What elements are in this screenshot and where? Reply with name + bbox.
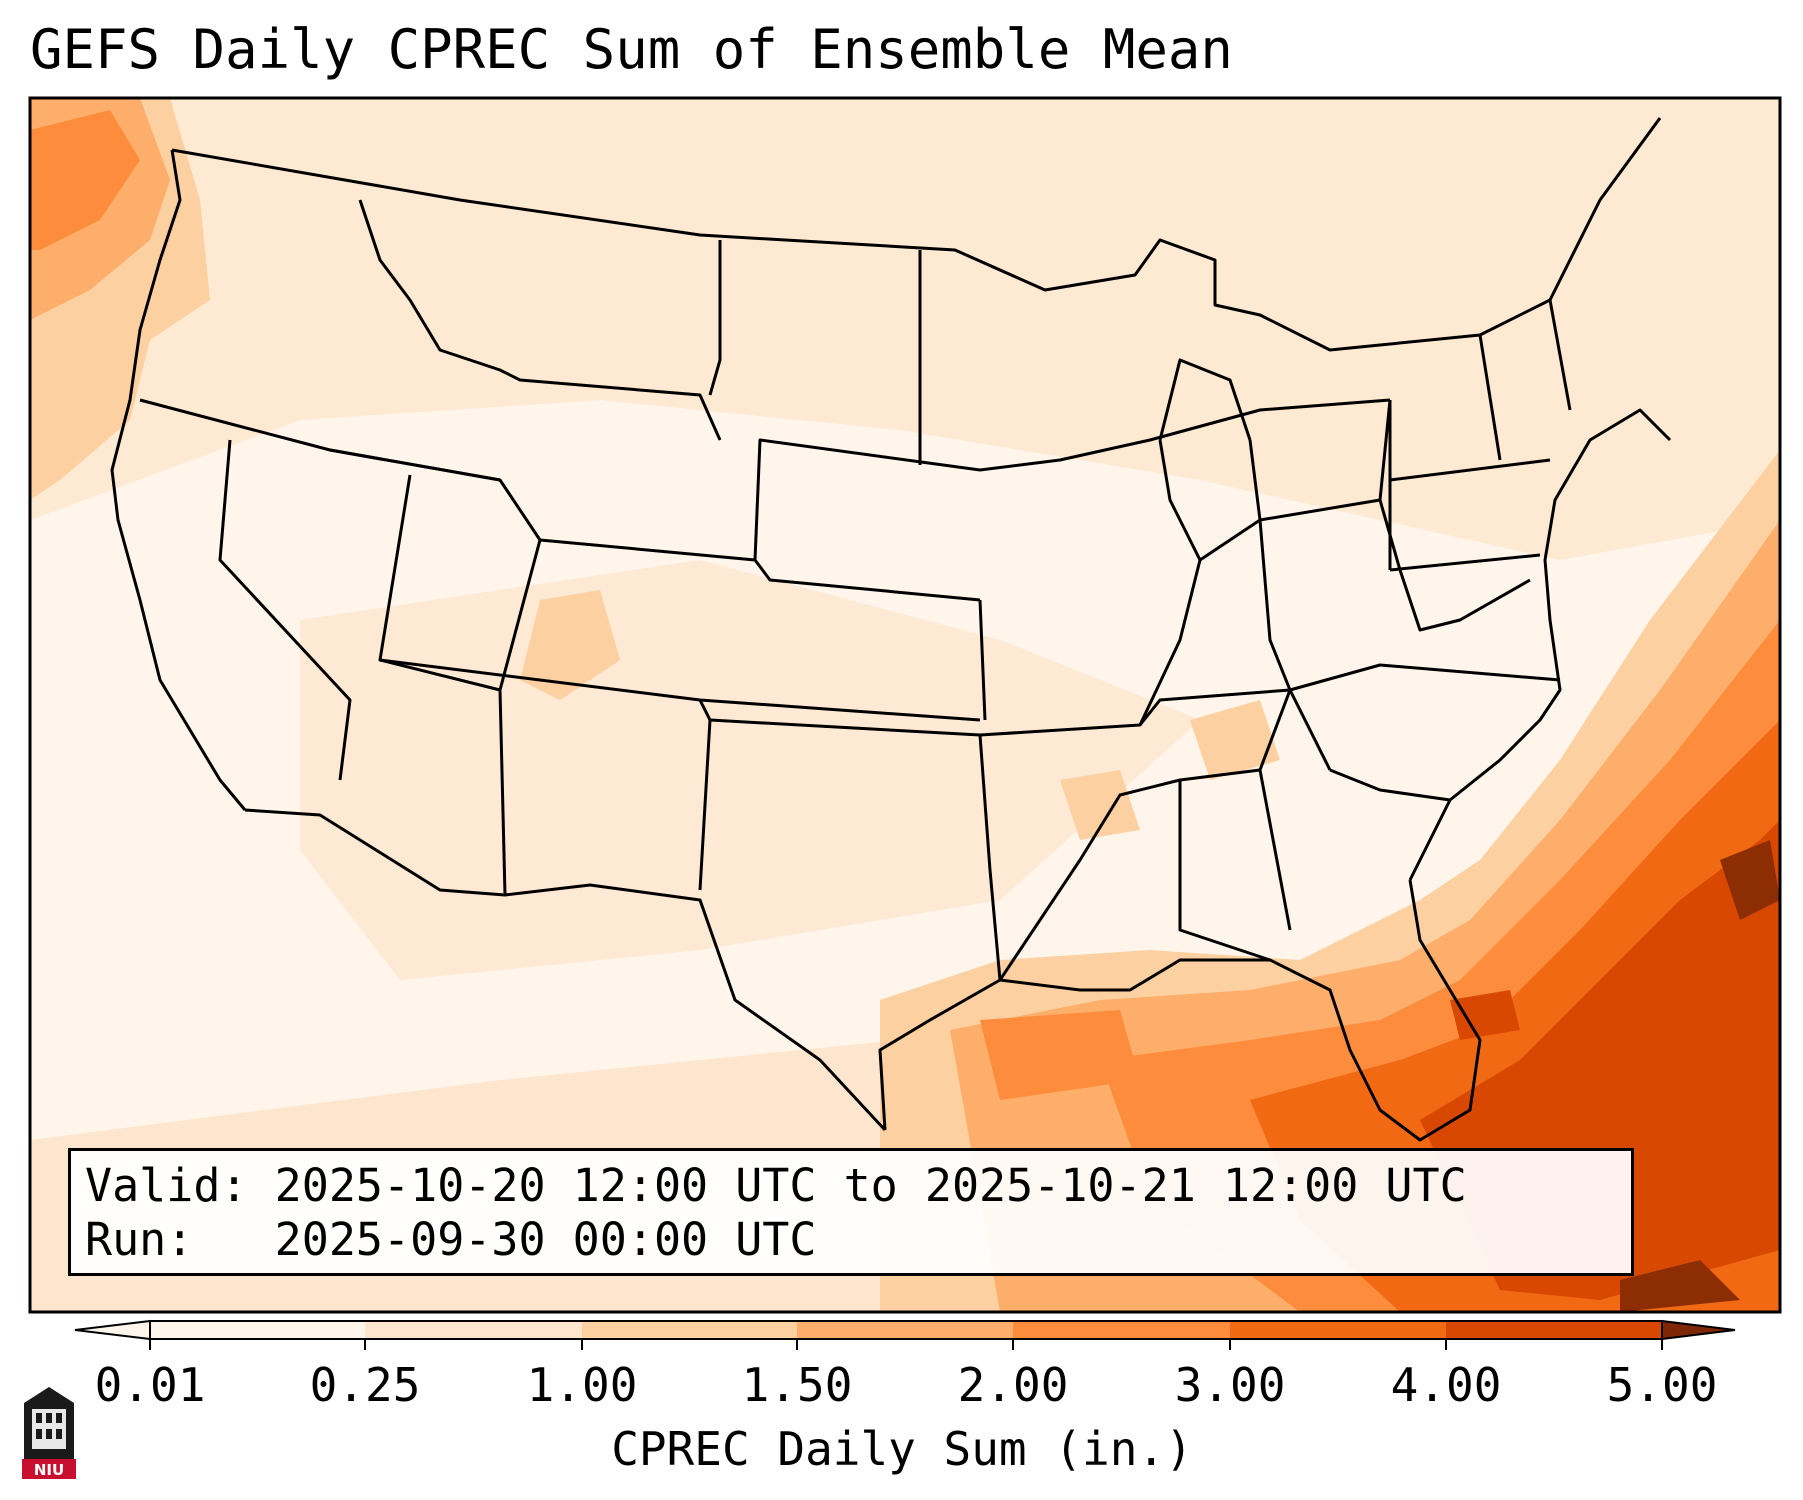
colorbar-tick-label: 3.00 [1174, 1358, 1286, 1412]
colorbar-tick-label: 2.00 [957, 1358, 1069, 1412]
precip-field [30, 98, 1780, 1312]
validity-box: Valid: 2025-10-20 12:00 UTC to 2025-10-2… [68, 1148, 1634, 1276]
colorbar-tick-label: 5.00 [1606, 1358, 1718, 1412]
colorbar-tick-label: 0.25 [309, 1358, 421, 1412]
colorbar-label: CPREC Daily Sum (in.) [611, 1422, 1193, 1476]
state-borders [110, 117, 1672, 1142]
run-line: Run: 2025-09-30 00:00 UTC [85, 1213, 817, 1266]
niu-logo: NIU [22, 1387, 76, 1479]
colorbar-tick-label: 1.00 [526, 1358, 638, 1412]
colorbar [74, 1319, 1736, 1350]
svg-text:NIU: NIU [34, 1461, 64, 1479]
colorbar-tick-label: 4.00 [1390, 1358, 1502, 1412]
valid-line: Valid: 2025-10-20 12:00 UTC to 2025-10-2… [85, 1159, 1467, 1212]
colorbar-tick-label: 1.50 [741, 1358, 853, 1412]
colorbar-tick-label: 0.01 [94, 1358, 206, 1412]
map-title: GEFS Daily CPREC Sum of Ensemble Mean [30, 18, 1233, 81]
